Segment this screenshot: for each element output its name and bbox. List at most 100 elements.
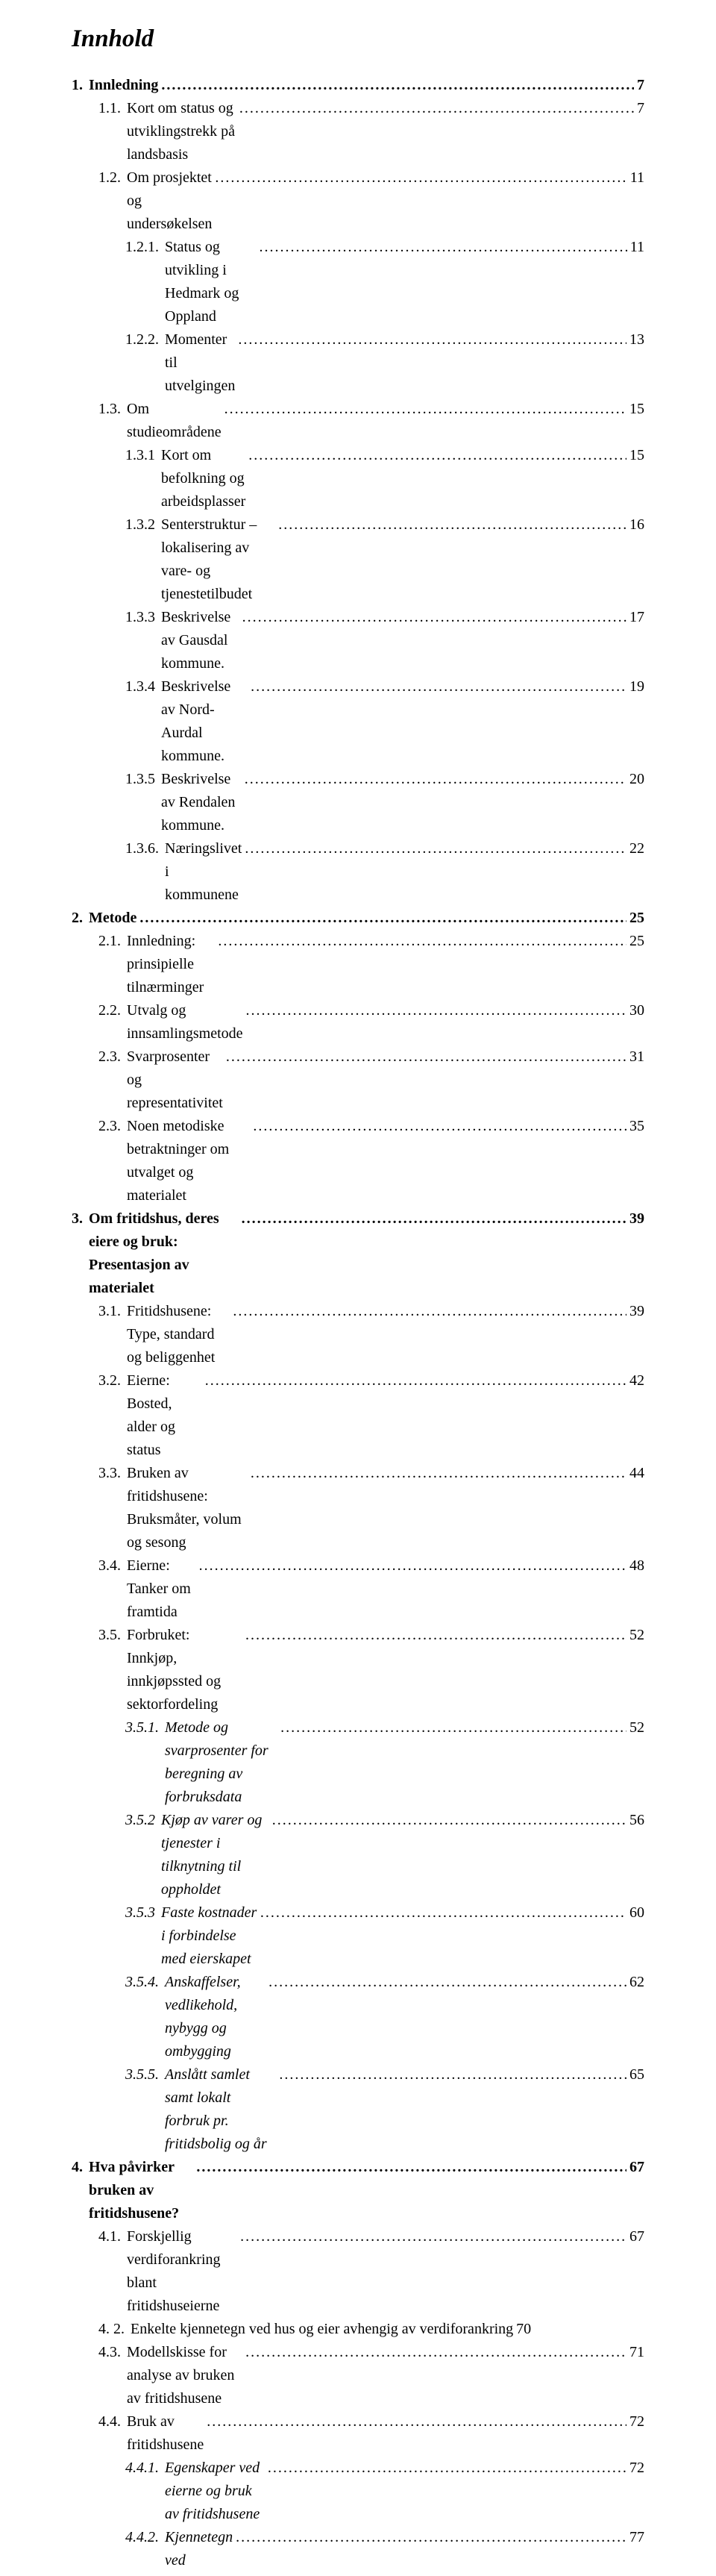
toc-entry: 4.4.Bruk av fritidshusene72 [72, 2410, 644, 2457]
toc-entry-text: Enkelte kjennetegn ved hus og eier avhen… [131, 2318, 513, 2341]
toc-entry-number: 1.3. [98, 398, 127, 421]
toc-entry-page: 13 [626, 328, 644, 351]
toc-leader [269, 1809, 626, 1832]
toc-entry-text: Status og utvikling i Hedmark og Oppland [165, 236, 256, 328]
toc-leader [212, 166, 626, 190]
toc-entry-number: 3.2. [98, 1369, 127, 1392]
toc-entry-text: Anskaffelser, vedlikehold, nybygg og omb… [165, 1971, 266, 2063]
toc-entry-page: 67 [626, 2225, 644, 2248]
toc-leader [223, 1045, 626, 1069]
toc-entry-number: 3.5.2 [125, 1809, 161, 1832]
toc-entry-text: Noen metodiske betraktninger om utvalget… [127, 1115, 250, 1207]
toc-entry: 1.3.Om studieområdene15 [72, 398, 644, 444]
toc-entry-number: 2.1. [98, 930, 127, 953]
toc-entry-page: 35 [626, 1115, 644, 1138]
toc-entry-text: Hva påvirker bruken av fritidshusene? [89, 2156, 193, 2225]
toc-entry: 1.Innledning7 [72, 74, 644, 97]
toc-entry-page: 42 [626, 1369, 644, 1392]
toc-entry: 4.4.2.Kjennetegn ved fritidshuset77 [72, 2526, 644, 2576]
toc-entry: 4.4.1.Egenskaper ved eierne og bruk av f… [72, 2457, 644, 2526]
toc-leader [242, 1624, 626, 1647]
toc-entry-number: 3.5.4. [125, 1971, 165, 1994]
toc-entry-text: Svarprosenter og representativitet [127, 1045, 223, 1115]
toc-entry-number: 1.3.2 [125, 513, 161, 537]
toc-entry: 2.1.Innledning: prinsipielle tilnærminge… [72, 930, 644, 999]
toc-entry-text: Momenter til utvelgingen [165, 328, 235, 398]
toc-entry-number: 2.3. [98, 1045, 127, 1069]
toc-entry-number: 1.3.6. [125, 837, 165, 860]
toc-entry-page: 39 [626, 1300, 644, 1323]
toc-entry-number: 1. [72, 74, 89, 97]
toc-entry-page: 52 [626, 1716, 644, 1739]
toc-entry-number: 4. 2. [98, 2318, 131, 2341]
toc-entry-number: 1.2.1. [125, 236, 165, 259]
toc-entry-text: Fritidshusene: Type, standard og beligge… [127, 1300, 230, 1369]
toc-entry-number: 1.3.3 [125, 606, 161, 629]
toc-leader [202, 1369, 626, 1392]
toc-entry: 2.Metode25 [72, 907, 644, 930]
toc-entry-page: 62 [626, 1971, 644, 1994]
toc-entry-text: Kjennetegn ved fritidshuset [165, 2526, 233, 2576]
toc-leader [196, 1554, 626, 1578]
toc-entry-text: Bruk av fritidshusene [127, 2410, 204, 2457]
toc-entry: 3.4.Eierne: Tanker om framtida48 [72, 1554, 644, 1624]
toc-entry-page: 11 [627, 166, 644, 190]
toc-leader [237, 2225, 626, 2248]
toc-leader [215, 930, 626, 953]
toc-leader [242, 2341, 626, 2364]
toc-leader [245, 444, 626, 467]
toc-entry-page: 60 [626, 1901, 644, 1925]
toc-leader [236, 97, 634, 120]
toc-entry-number: 3.5.5. [125, 2063, 165, 2086]
toc-entry-text: Næringslivet i kommunene [165, 837, 242, 907]
toc-entry-page: 70 [513, 2318, 531, 2341]
toc-entry-number: 3.5.3 [125, 1901, 161, 1925]
toc-entry-number: 4.4.2. [125, 2526, 165, 2549]
toc-entry-text: Anslått samlet samt lokalt forbruk pr. f… [165, 2063, 276, 2156]
toc-entry-number: 4.1. [98, 2225, 127, 2248]
toc-entry: 1.3.3Beskrivelse av Gausdal kommune.17 [72, 606, 644, 675]
toc-entry-page: 71 [626, 2341, 644, 2364]
toc-entry-text: Forbruket: Innkjøp, innkjøpssted og sekt… [127, 1624, 242, 1716]
toc-entry-number: 1.3.4 [125, 675, 161, 698]
toc-entry-number: 3. [72, 1207, 89, 1231]
toc-entry-number: 3.5. [98, 1624, 127, 1647]
page: Innhold 1.Innledning71.1.Kort om status … [0, 0, 716, 2576]
toc-entry-page: 72 [626, 2410, 644, 2433]
toc-entry-number: 4.3. [98, 2341, 127, 2364]
toc-leader [275, 513, 626, 537]
toc-leader [242, 837, 626, 860]
toc-entry: 3.3.Bruken av fritidshusene: Bruksmåter,… [72, 1462, 644, 1554]
toc-leader [276, 2063, 626, 2086]
toc-leader [277, 1716, 626, 1739]
toc-entry-number: 1.3.5 [125, 768, 161, 791]
toc-entry-page: 16 [626, 513, 644, 537]
toc-entry-page: 15 [626, 444, 644, 467]
toc-leader [158, 74, 634, 97]
toc-entry-text: Innledning: prinsipielle tilnærminger [127, 930, 215, 999]
toc-entry-page: 30 [626, 999, 644, 1022]
table-of-contents: 1.Innledning71.1.Kort om status og utvik… [72, 74, 644, 2576]
toc-entry-text: Eierne: Tanker om framtida [127, 1554, 196, 1624]
toc-entry: 4. 2.Enkelte kjennetegn ved hus og eier … [72, 2318, 644, 2341]
toc-leader [222, 398, 626, 421]
toc-leader [193, 2156, 626, 2179]
toc-entry: 1.1.Kort om status og utviklingstrekk på… [72, 97, 644, 166]
toc-entry-page: 72 [626, 2457, 644, 2480]
toc-entry-text: Kort om befolkning og arbeidsplasser [161, 444, 245, 513]
toc-entry-page: 52 [626, 1624, 644, 1647]
toc-entry: 3.5.1.Metode og svarprosenter for beregn… [72, 1716, 644, 1809]
toc-entry: 1.2.Om prosjektet og undersøkelsen11 [72, 166, 644, 236]
toc-leader [248, 1462, 626, 1485]
toc-entry: 3.Om fritidshus, deres eiere og bruk: Pr… [72, 1207, 644, 1300]
toc-entry: 3.5.Forbruket: Innkjøp, innkjøpssted og … [72, 1624, 644, 1716]
toc-entry-page: 22 [626, 837, 644, 860]
toc-entry-text: Senterstruktur – lokalisering av vare- o… [161, 513, 275, 606]
toc-entry-page: 15 [626, 398, 644, 421]
toc-entry-page: 44 [626, 1462, 644, 1485]
toc-entry-text: Eierne: Bosted, alder og status [127, 1369, 202, 1462]
toc-entry-page: 20 [626, 768, 644, 791]
toc-entry: 4.3.Modellskisse for analyse av bruken a… [72, 2341, 644, 2410]
toc-entry: 3.5.4.Anskaffelser, vedlikehold, nybygg … [72, 1971, 644, 2063]
toc-entry: 2.2.Utvalg og innsamlingsmetode30 [72, 999, 644, 1045]
